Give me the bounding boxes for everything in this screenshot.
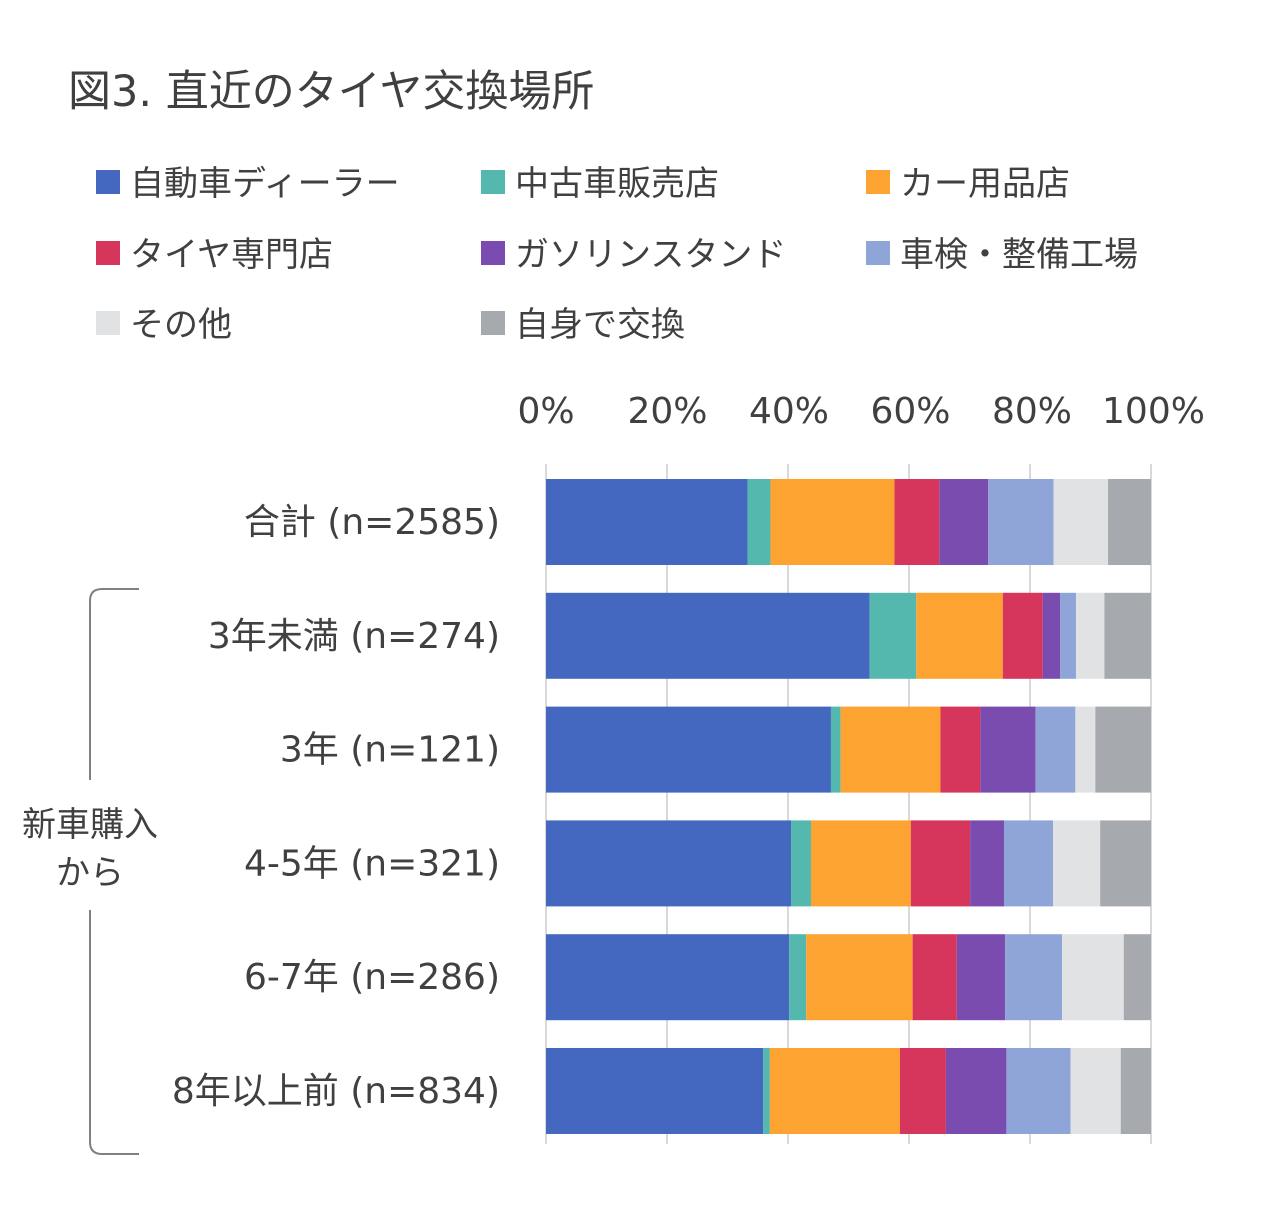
category-label-5: 6-7年 (n=286) bbox=[244, 957, 500, 998]
legend-swatch-6 bbox=[866, 241, 890, 265]
bar-segment-5-2 bbox=[789, 934, 807, 1021]
gridlines bbox=[545, 464, 1152, 1144]
category-label-3: 3年 (n=121) bbox=[280, 730, 500, 771]
bar-segment-4-1 bbox=[546, 820, 792, 907]
bar-segment-1-5 bbox=[939, 479, 989, 565]
legend-swatch-7 bbox=[96, 311, 120, 335]
legend-swatch-3 bbox=[866, 170, 890, 194]
bar-segment-6-2 bbox=[763, 1048, 770, 1134]
bar-segment-4-4 bbox=[910, 820, 971, 907]
bar-segment-5-4 bbox=[912, 934, 957, 1021]
bars bbox=[546, 479, 1151, 1134]
bar-segment-4-5 bbox=[970, 820, 1004, 907]
bar-segment-5-5 bbox=[956, 934, 1006, 1021]
bracket-label-line2: から bbox=[56, 853, 124, 893]
bar-segment-3-1 bbox=[546, 706, 831, 793]
bar-segment-3-2 bbox=[830, 706, 841, 793]
bar-segment-4-2 bbox=[791, 820, 811, 907]
legend-label-7: その他 bbox=[130, 305, 232, 345]
bar-segment-6-3 bbox=[769, 1048, 900, 1134]
category-label-6: 8年以上前 (n=834) bbox=[172, 1071, 500, 1112]
bar-segment-2-6 bbox=[1060, 592, 1076, 679]
bar-segment-2-1 bbox=[546, 592, 870, 679]
bar-segment-1-1 bbox=[546, 479, 748, 565]
legend-swatch-8 bbox=[481, 311, 505, 335]
bracket-line-top bbox=[89, 588, 139, 780]
category-label-4: 4-5年 (n=321) bbox=[244, 843, 500, 884]
bar-segment-2-3 bbox=[916, 592, 1003, 679]
category-label-1: 合計 (n=2585) bbox=[244, 502, 500, 543]
bar-segment-2-5 bbox=[1042, 592, 1061, 679]
bar-segment-5-3 bbox=[806, 934, 913, 1021]
bar-segment-4-7 bbox=[1052, 820, 1101, 907]
bar-segment-2-4 bbox=[1002, 592, 1043, 679]
bar-segment-6-8 bbox=[1120, 1048, 1151, 1134]
category-label-2: 3年未満 (n=274) bbox=[208, 616, 500, 657]
bar-segment-5-1 bbox=[546, 934, 790, 1021]
chart-title: 図3. 直近のタイヤ交換場所 bbox=[68, 67, 594, 117]
x-tick-label-0: 0% bbox=[517, 391, 574, 432]
bar-segment-3-8 bbox=[1095, 706, 1151, 793]
bar-segment-2-2 bbox=[869, 592, 917, 679]
legend-label-1: 自動車ディーラー bbox=[130, 164, 400, 204]
bar-segment-5-6 bbox=[1005, 934, 1063, 1021]
bracket-line-bottom bbox=[89, 910, 139, 1155]
bar-segment-3-5 bbox=[980, 706, 1036, 793]
x-tick-label-2: 40% bbox=[749, 391, 829, 432]
bar-segment-3-6 bbox=[1035, 706, 1076, 793]
bar-segment-1-8 bbox=[1108, 479, 1151, 565]
bar-segment-1-4 bbox=[894, 479, 940, 565]
legend-swatch-1 bbox=[96, 170, 120, 194]
x-tick-label-4: 80% bbox=[992, 391, 1072, 432]
legend-swatch-2 bbox=[481, 170, 505, 194]
bar-segment-6-5 bbox=[945, 1048, 1007, 1134]
category-labels: 合計 (n=2585) 3年未満 (n=274) 3年 (n=121) 4-5年 (n… bbox=[172, 502, 500, 1112]
x-tick-label-5: 100% bbox=[1102, 391, 1205, 432]
bar-segment-5-7 bbox=[1062, 934, 1124, 1021]
x-axis-tick-labels: 0% 20% 40% 60% 80% 100% bbox=[517, 391, 1205, 432]
legend-label-6: 車検・整備工場 bbox=[900, 235, 1138, 275]
bar-segment-6-6 bbox=[1006, 1048, 1071, 1134]
bar-segment-1-2 bbox=[747, 479, 771, 565]
bar-segment-2-8 bbox=[1104, 592, 1151, 679]
group-bracket: 新車購入 から bbox=[22, 588, 158, 1155]
bar-segment-5-8 bbox=[1123, 934, 1151, 1021]
bar-segment-3-4 bbox=[940, 706, 981, 793]
bar-segment-1-3 bbox=[770, 479, 895, 565]
bar-segment-4-3 bbox=[810, 820, 911, 907]
x-tick-label-1: 20% bbox=[627, 391, 707, 432]
bar-segment-4-6 bbox=[1003, 820, 1053, 907]
x-tick-label-3: 60% bbox=[870, 391, 950, 432]
bar-segment-6-7 bbox=[1070, 1048, 1121, 1134]
bracket-label-line1: 新車購入 bbox=[22, 805, 158, 845]
legend-label-8: 自身で交換 bbox=[515, 305, 685, 345]
legend-label-3: カー用品店 bbox=[900, 164, 1070, 204]
legend-label-5: ガソリンスタンド bbox=[515, 235, 786, 275]
legend-label-2: 中古車販売店 bbox=[515, 164, 719, 204]
bar-segment-3-7 bbox=[1075, 706, 1096, 793]
legend-label-4: タイヤ専門店 bbox=[130, 235, 333, 275]
bar-segment-4-8 bbox=[1100, 820, 1151, 907]
bar-segment-6-1 bbox=[546, 1048, 764, 1134]
bar-segment-2-7 bbox=[1075, 592, 1105, 679]
bar-segment-6-4 bbox=[899, 1048, 946, 1134]
bar-segment-1-6 bbox=[988, 479, 1054, 565]
legend-swatch-4 bbox=[96, 241, 120, 265]
bar-segment-3-3 bbox=[840, 706, 941, 793]
bar-segment-1-7 bbox=[1053, 479, 1109, 565]
legend-swatch-5 bbox=[481, 241, 505, 265]
